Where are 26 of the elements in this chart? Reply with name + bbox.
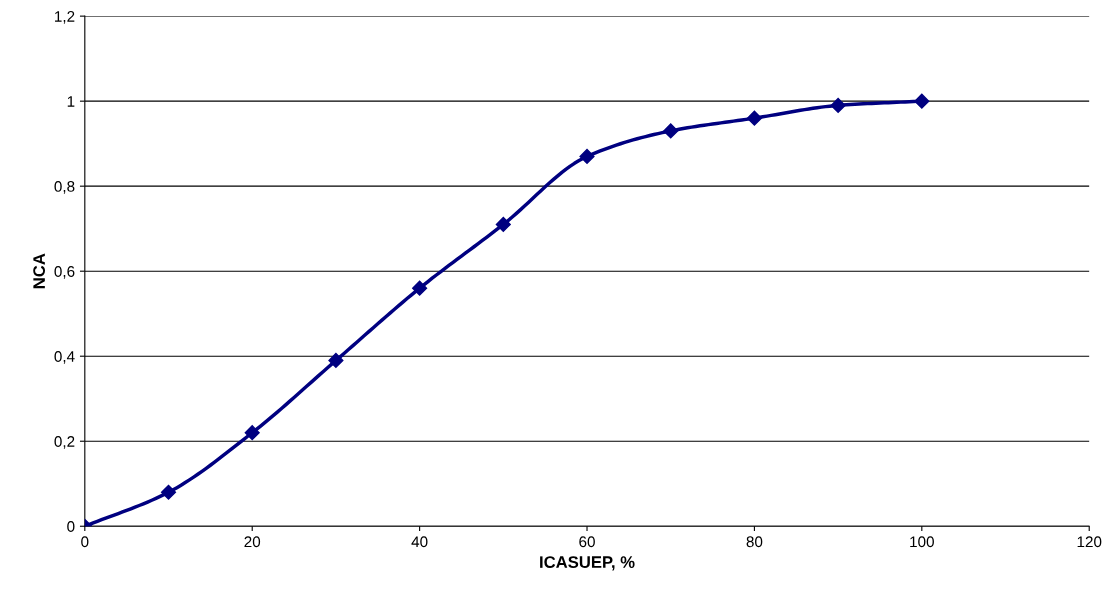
point	[830, 97, 846, 113]
x-axis-title: ICASUEP, %	[540, 556, 635, 571]
point	[328, 352, 344, 369]
y-tick-label: 0,2	[54, 436, 75, 449]
x-tick-label: 60	[579, 536, 595, 548]
point	[412, 280, 428, 296]
y-tick-label: 0,4	[54, 351, 75, 364]
point	[495, 216, 511, 233]
y-tick-label: 1,2	[55, 11, 75, 24]
y-axis-title: NCA	[33, 253, 46, 289]
y-tick-label: 0,6	[54, 266, 75, 279]
y-tick-label: 0	[67, 521, 75, 532]
y-tick-label: 0,8	[54, 181, 75, 194]
point	[579, 148, 595, 164]
x-tick-label: 80	[746, 536, 763, 548]
point	[663, 123, 679, 139]
point	[160, 484, 177, 500]
x-tick-label: 20	[244, 536, 261, 548]
x-tick-label: 120	[1077, 536, 1102, 548]
x-tick-label: 100	[910, 536, 934, 548]
x-tick-label: 0	[81, 536, 89, 548]
point	[914, 93, 930, 109]
point	[244, 425, 260, 441]
x-tick-label: 40	[411, 536, 428, 548]
y-tick-label: 1	[67, 96, 75, 107]
point	[746, 110, 762, 126]
